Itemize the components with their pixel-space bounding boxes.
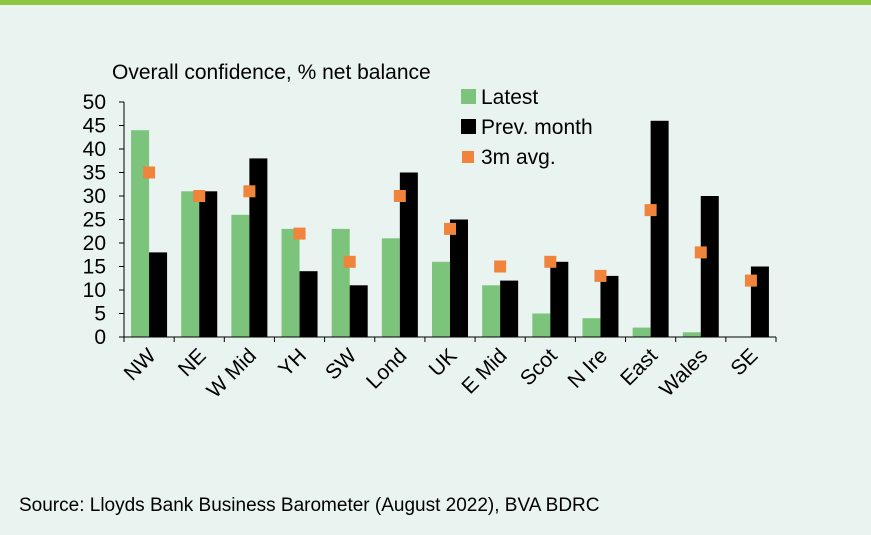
top-accent-rule (0, 0, 871, 5)
marker-3m-avg-yh (293, 227, 306, 240)
marker-3m-avg-se (744, 274, 757, 287)
bar-latest-scot (532, 313, 551, 337)
bar-latest-uk (432, 261, 450, 337)
y-tick-label: 5 (94, 303, 106, 326)
legend-swatch-3m-avg (462, 151, 474, 163)
marker-3m-avg-sw (343, 255, 356, 268)
marker-3m-avg-e-mid (494, 260, 507, 273)
y-tick-label: 45 (83, 115, 106, 138)
x-tick-label: E Mid (457, 344, 511, 398)
marker-3m-avg-n-ire (594, 269, 607, 282)
bar-latest-wales (682, 332, 701, 337)
marker-3m-avg-east (644, 204, 657, 217)
legend-label-3m-avg: 3m avg. (481, 146, 556, 169)
y-tick-label: 30 (83, 185, 106, 208)
y-tick-label: 0 (94, 326, 106, 349)
bar-latest-yh (281, 228, 300, 337)
x-tick-label: NE (174, 344, 211, 381)
x-tick-label: East (616, 344, 662, 390)
marker-3m-avg-wales (694, 246, 707, 259)
bar-prev-month-lond (399, 172, 418, 337)
chart-title: Overall confidence, % net balance (112, 61, 431, 84)
bar-prev-month-sw (349, 285, 368, 337)
x-tick-label: SE (726, 344, 762, 380)
y-tick-label: 20 (83, 232, 106, 255)
bar-prev-month-w-mid (249, 158, 268, 337)
marker-3m-avg-w-mid (243, 185, 256, 198)
bar-prev-month-n-ire (600, 275, 619, 337)
bar-latest-e-mid (482, 285, 501, 337)
bar-prev-month-e-mid (500, 280, 519, 337)
bar-prev-month-uk (450, 219, 468, 337)
x-tick-label: Scot (516, 344, 562, 390)
y-tick-label: 50 (83, 91, 106, 114)
legend-label-prev-month: Prev. month (481, 116, 593, 139)
confidence-bar-chart: Overall confidence, % net balance NW NEW … (83, 61, 777, 403)
bar-latest-n-ire (582, 318, 601, 337)
bar-prev-month-wales (700, 196, 719, 337)
legend-swatch-latest (461, 89, 476, 104)
source-note: Source: Lloyds Bank Business Barometer (… (19, 495, 600, 516)
bar-prev-month-east (650, 120, 669, 337)
marker-3m-avg-lond (393, 190, 406, 202)
legend-swatch-prev-month (461, 119, 476, 134)
bar-latest-ne (181, 191, 200, 337)
bar-latest-sw (331, 228, 350, 337)
x-tick-label: Wales (655, 344, 712, 401)
bar-latest-nw (131, 130, 150, 337)
legend-label-latest: Latest (481, 86, 538, 109)
y-tick-label: 35 (83, 162, 106, 185)
x-tick-label: N Ire (564, 344, 612, 392)
x-tick-label: YH (274, 344, 311, 381)
y-tick-label: 15 (83, 256, 106, 279)
bar-prev-month-scot (550, 261, 569, 337)
marker-3m-avg-nw (143, 166, 156, 179)
marker-3m-avg-scot (544, 255, 557, 268)
y-tick-label: 40 (83, 138, 106, 161)
marker-3m-avg-ne (193, 190, 206, 202)
marker-3m-avg-uk (444, 222, 456, 235)
x-tick-label: NW (120, 344, 161, 385)
x-tick-label: UK (425, 344, 462, 381)
bar-prev-month-nw (149, 252, 168, 337)
bar-prev-month-ne (199, 191, 218, 337)
y-tick-label: 10 (83, 279, 106, 302)
bar-latest-w-mid (231, 214, 250, 337)
bar-latest-lond (381, 238, 400, 337)
x-tick-label: Lond (362, 344, 411, 393)
bar-latest-east (632, 327, 651, 337)
x-tick-label: SW (321, 344, 361, 384)
x-tick-label: W Mid (203, 344, 261, 402)
bar-prev-month-yh (299, 271, 318, 337)
y-tick-label: 25 (83, 209, 106, 232)
